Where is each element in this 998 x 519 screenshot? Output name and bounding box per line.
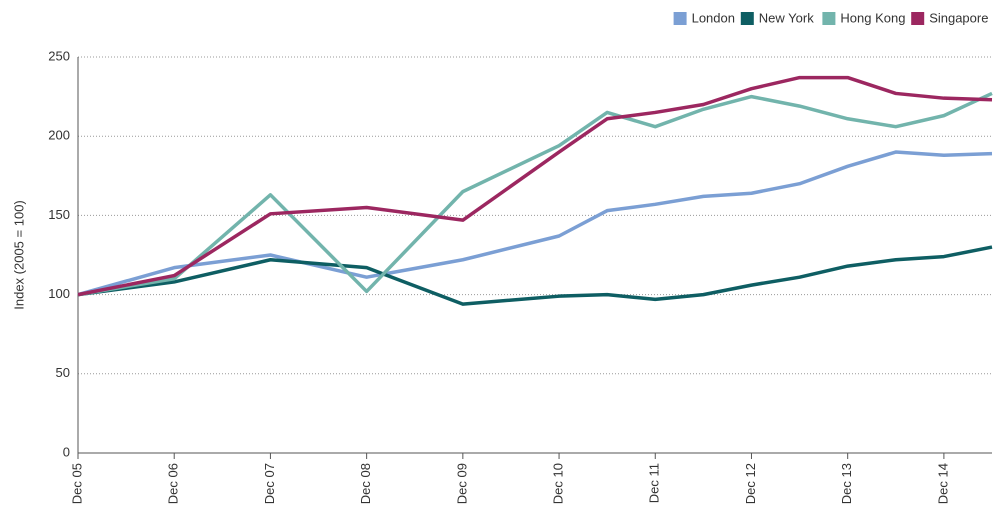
x-tick-label: Dec 07	[262, 463, 277, 504]
y-tick-label: 50	[56, 365, 70, 380]
y-tick-label: 250	[48, 48, 70, 63]
x-tick-label: Dec 06	[166, 463, 181, 504]
line-series	[77, 91, 993, 297]
x-tick-label: Dec 14	[935, 463, 950, 504]
y-tick-label: 0	[63, 444, 70, 459]
y-axis-label: Index (2005 = 100)	[11, 200, 26, 310]
legend-label: Singapore	[929, 10, 988, 25]
line-series	[77, 245, 993, 306]
legend-label: New York	[759, 10, 814, 25]
x-tick-label: Dec 10	[550, 463, 565, 504]
legend-label: Hong Kong	[840, 10, 905, 25]
legend-swatch	[673, 12, 687, 25]
x-tick-label: Dec 13	[839, 463, 854, 504]
legend-swatch	[740, 12, 754, 25]
x-tick-label: Dec 12	[743, 463, 758, 504]
line-series	[77, 75, 993, 297]
y-tick-label: 150	[48, 207, 70, 222]
legend-label: London	[692, 10, 735, 25]
x-tick-label: Dec 05	[69, 463, 84, 504]
legend-swatch	[911, 12, 925, 25]
legend-swatch	[822, 12, 836, 25]
y-tick-label: 100	[48, 286, 70, 301]
x-tick-label: Dec 08	[358, 463, 373, 504]
x-tick-label: Dec 09	[454, 463, 469, 504]
x-tick-label: Dec 11	[647, 463, 662, 503]
y-tick-label: 200	[48, 128, 70, 143]
